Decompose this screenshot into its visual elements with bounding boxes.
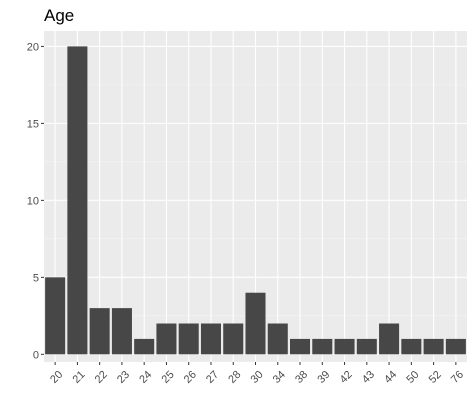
x-tick-label: 44 xyxy=(382,369,399,386)
x-tick-label: 22 xyxy=(93,369,110,386)
bar-44 xyxy=(379,323,400,355)
bar-23 xyxy=(111,308,132,355)
x-tick-label: 39 xyxy=(315,369,332,386)
bar-76 xyxy=(445,338,466,355)
bar-25 xyxy=(156,323,177,355)
bar-28 xyxy=(223,323,244,355)
bar-34 xyxy=(267,323,288,355)
bar-22 xyxy=(89,308,110,355)
bar-27 xyxy=(200,323,221,355)
bar-24 xyxy=(134,338,155,355)
bar-52 xyxy=(423,338,444,355)
x-tick-label: 50 xyxy=(404,369,421,386)
bar-30 xyxy=(245,292,266,355)
x-tick-label: 30 xyxy=(249,369,266,386)
bar-42 xyxy=(334,338,355,355)
x-tick-label: 26 xyxy=(182,369,199,386)
x-tick-label: 34 xyxy=(271,369,288,386)
x-tick-label: 21 xyxy=(70,369,87,386)
x-tick-label: 43 xyxy=(360,369,377,386)
bar-20 xyxy=(45,277,66,355)
x-tick-label: 25 xyxy=(160,369,177,386)
y-tick-label: 10 xyxy=(27,195,39,207)
y-tick-label: 20 xyxy=(27,41,39,53)
bar-43 xyxy=(356,338,377,355)
x-tick-label: 76 xyxy=(449,369,466,386)
chart-title: Age xyxy=(44,6,74,25)
x-tick-label: 27 xyxy=(204,369,221,386)
x-tick-label: 42 xyxy=(338,369,355,386)
bar-21 xyxy=(67,46,88,355)
x-tick-label: 23 xyxy=(115,369,132,386)
y-tick-label: 5 xyxy=(33,272,39,284)
x-tick-label: 52 xyxy=(427,369,444,386)
bars xyxy=(45,46,466,355)
x-tick-label: 24 xyxy=(137,369,154,386)
bar-26 xyxy=(178,323,199,355)
bar-38 xyxy=(290,338,311,355)
bar-39 xyxy=(312,338,333,355)
x-tick-label: 38 xyxy=(293,369,310,386)
y-tick-label: 0 xyxy=(33,349,39,361)
bar-50 xyxy=(401,338,422,355)
x-tick-label: 20 xyxy=(48,369,65,386)
x-tick-label: 28 xyxy=(226,369,243,386)
y-tick-label: 15 xyxy=(27,118,39,130)
